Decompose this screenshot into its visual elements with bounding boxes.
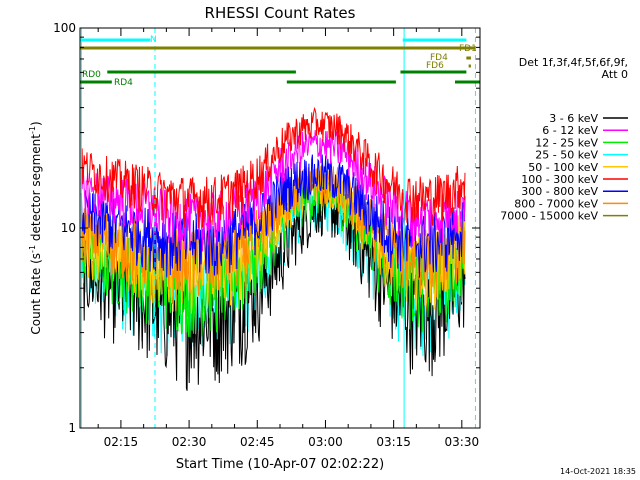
legend-label-6: 300 - 800 keV xyxy=(521,185,598,198)
legend-header-line1: Det 1f,3f,4f,5f,6f,9f, xyxy=(519,56,628,69)
series-line-6 xyxy=(80,154,466,278)
axis-layer: 02:15 02:30 02:45 03:00 03:15 03:30 1 10 100 xyxy=(53,21,480,449)
legend-label-5: 100 - 300 keV xyxy=(521,173,598,186)
bar-label-rd0: RD0 xyxy=(82,70,101,80)
x-tick-label-1: 02:30 xyxy=(172,435,207,449)
x-tick-label-5: 03:30 xyxy=(445,435,480,449)
x-tick-label-4: 03:15 xyxy=(376,435,411,449)
chart-title: RHESSI Count Rates xyxy=(205,4,356,22)
legend-label-8: 7000 - 15000 keV xyxy=(500,210,598,223)
y-tick-label-2: 100 xyxy=(53,21,76,35)
legend-label-0: 3 - 6 keV xyxy=(549,112,598,125)
bar-label-fd1: FD1 xyxy=(459,44,477,54)
legend-label-7: 800 - 7000 keV xyxy=(514,197,598,210)
x-tick-label-3: 03:00 xyxy=(308,435,343,449)
y-tick-label-0: 1 xyxy=(68,421,76,435)
vertical-lines-layer xyxy=(80,28,476,428)
y-tick-label-1: 10 xyxy=(61,221,76,235)
bar-label-rd4: RD4 xyxy=(114,78,133,88)
series-line-5 xyxy=(80,106,466,229)
bar-label-fd4: FD4 xyxy=(430,53,448,63)
x-tick-label-0: 02:15 xyxy=(104,435,139,449)
legend-label-1: 6 - 12 keV xyxy=(542,124,598,137)
legend-header-line2: Att 0 xyxy=(602,68,628,81)
series-layer xyxy=(80,106,466,391)
legend-label-2: 12 - 25 keV xyxy=(535,136,598,149)
legend-label-3: 25 - 50 keV xyxy=(535,149,598,162)
footer-timestamp: 14-Oct-2021 18:35 xyxy=(560,467,636,476)
legend: Det 1f,3f,4f,5f,6f,9f, Att 0 3 - 6 keV6 … xyxy=(500,56,628,223)
legend-label-4: 50 - 100 keV xyxy=(528,161,598,174)
y-axis-label: Count Rate (s-1 detector segment-1) xyxy=(28,121,43,334)
x-axis-label: Start Time (10-Apr-07 02:02:22) xyxy=(176,457,384,472)
x-tick-label-2: 02:45 xyxy=(240,435,275,449)
bar-label-fd6: FD6 xyxy=(426,61,444,71)
bar-label-n: N xyxy=(150,35,157,45)
